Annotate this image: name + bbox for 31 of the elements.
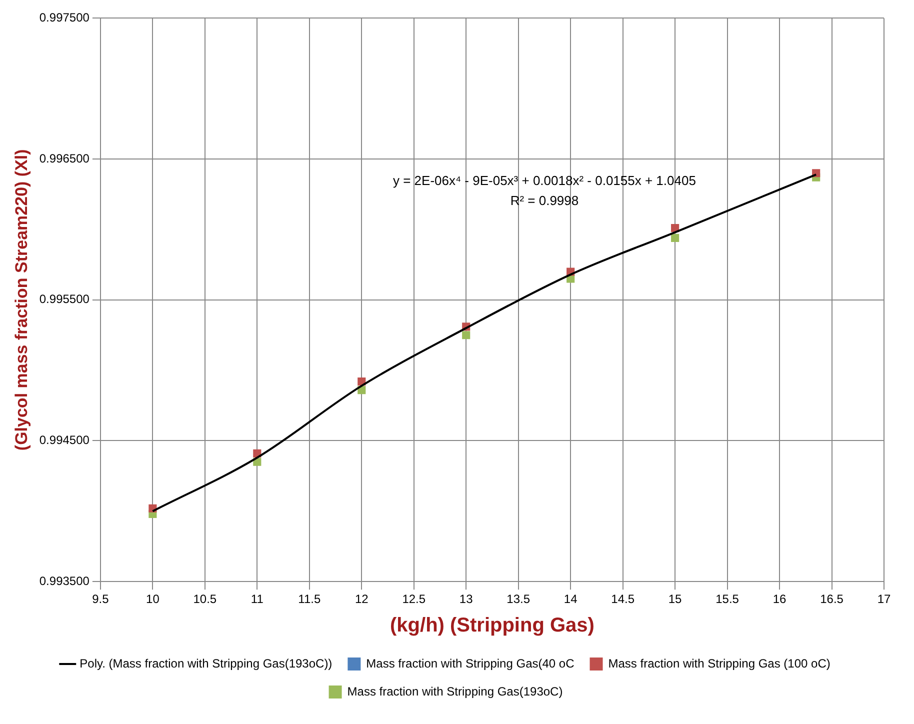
x-tick-label: 14.5 — [611, 592, 635, 606]
y-tick-label: 0.994500 — [39, 433, 90, 448]
legend-label: Mass fraction with Stripping Gas (100 oC) — [608, 656, 830, 670]
x-tick-label: 10 — [146, 592, 160, 606]
legend-label: Mass fraction with Stripping Gas(193oC) — [347, 684, 563, 698]
x-tick-label: 10.5 — [193, 592, 217, 606]
x-tick-label: 16 — [772, 592, 787, 606]
x-tick-label: 14 — [564, 592, 578, 606]
y-tick-label: 0.996500 — [39, 151, 90, 166]
point — [462, 331, 470, 340]
x-tick-label: 13 — [459, 592, 474, 606]
x-tick-label: 15.5 — [716, 592, 740, 606]
legend-label: Poly. (Mass fraction with Stripping Gas(193oC)) — [80, 656, 332, 670]
x-tick-label: 15 — [668, 592, 682, 606]
x-tick-label: 12.5 — [402, 592, 426, 606]
x-axis-title: (kg/h) (Stripping Gas) — [390, 614, 594, 637]
y-tick-label: 0.997500 — [39, 10, 90, 25]
x-tick-label: 13.5 — [506, 592, 530, 606]
x-tick-label: 9.5 — [92, 592, 110, 606]
x-tick-label: 16.5 — [820, 592, 844, 606]
y-tick-label: 0.995500 — [39, 292, 90, 306]
x-tick-label: 12 — [354, 592, 369, 606]
point — [671, 234, 680, 242]
annotation: R² = 0.9998 — [510, 193, 579, 208]
x-tick-label: 11 — [250, 592, 264, 606]
y-axis-title: (Glycol mass fraction Stream220) (Xl) — [12, 149, 31, 451]
legend-label: Mass fraction with Stripping Gas(40 oC — [366, 656, 575, 670]
annotation: y = 2E-06x⁴ - 9E-05x³ + 0.0018x² - 0.0155x + 1.0405 — [392, 173, 696, 188]
y-tick-label: 0.993500 — [39, 574, 90, 588]
x-tick-label: 17 — [877, 592, 891, 606]
x-tick-label: 11.5 — [298, 592, 321, 606]
